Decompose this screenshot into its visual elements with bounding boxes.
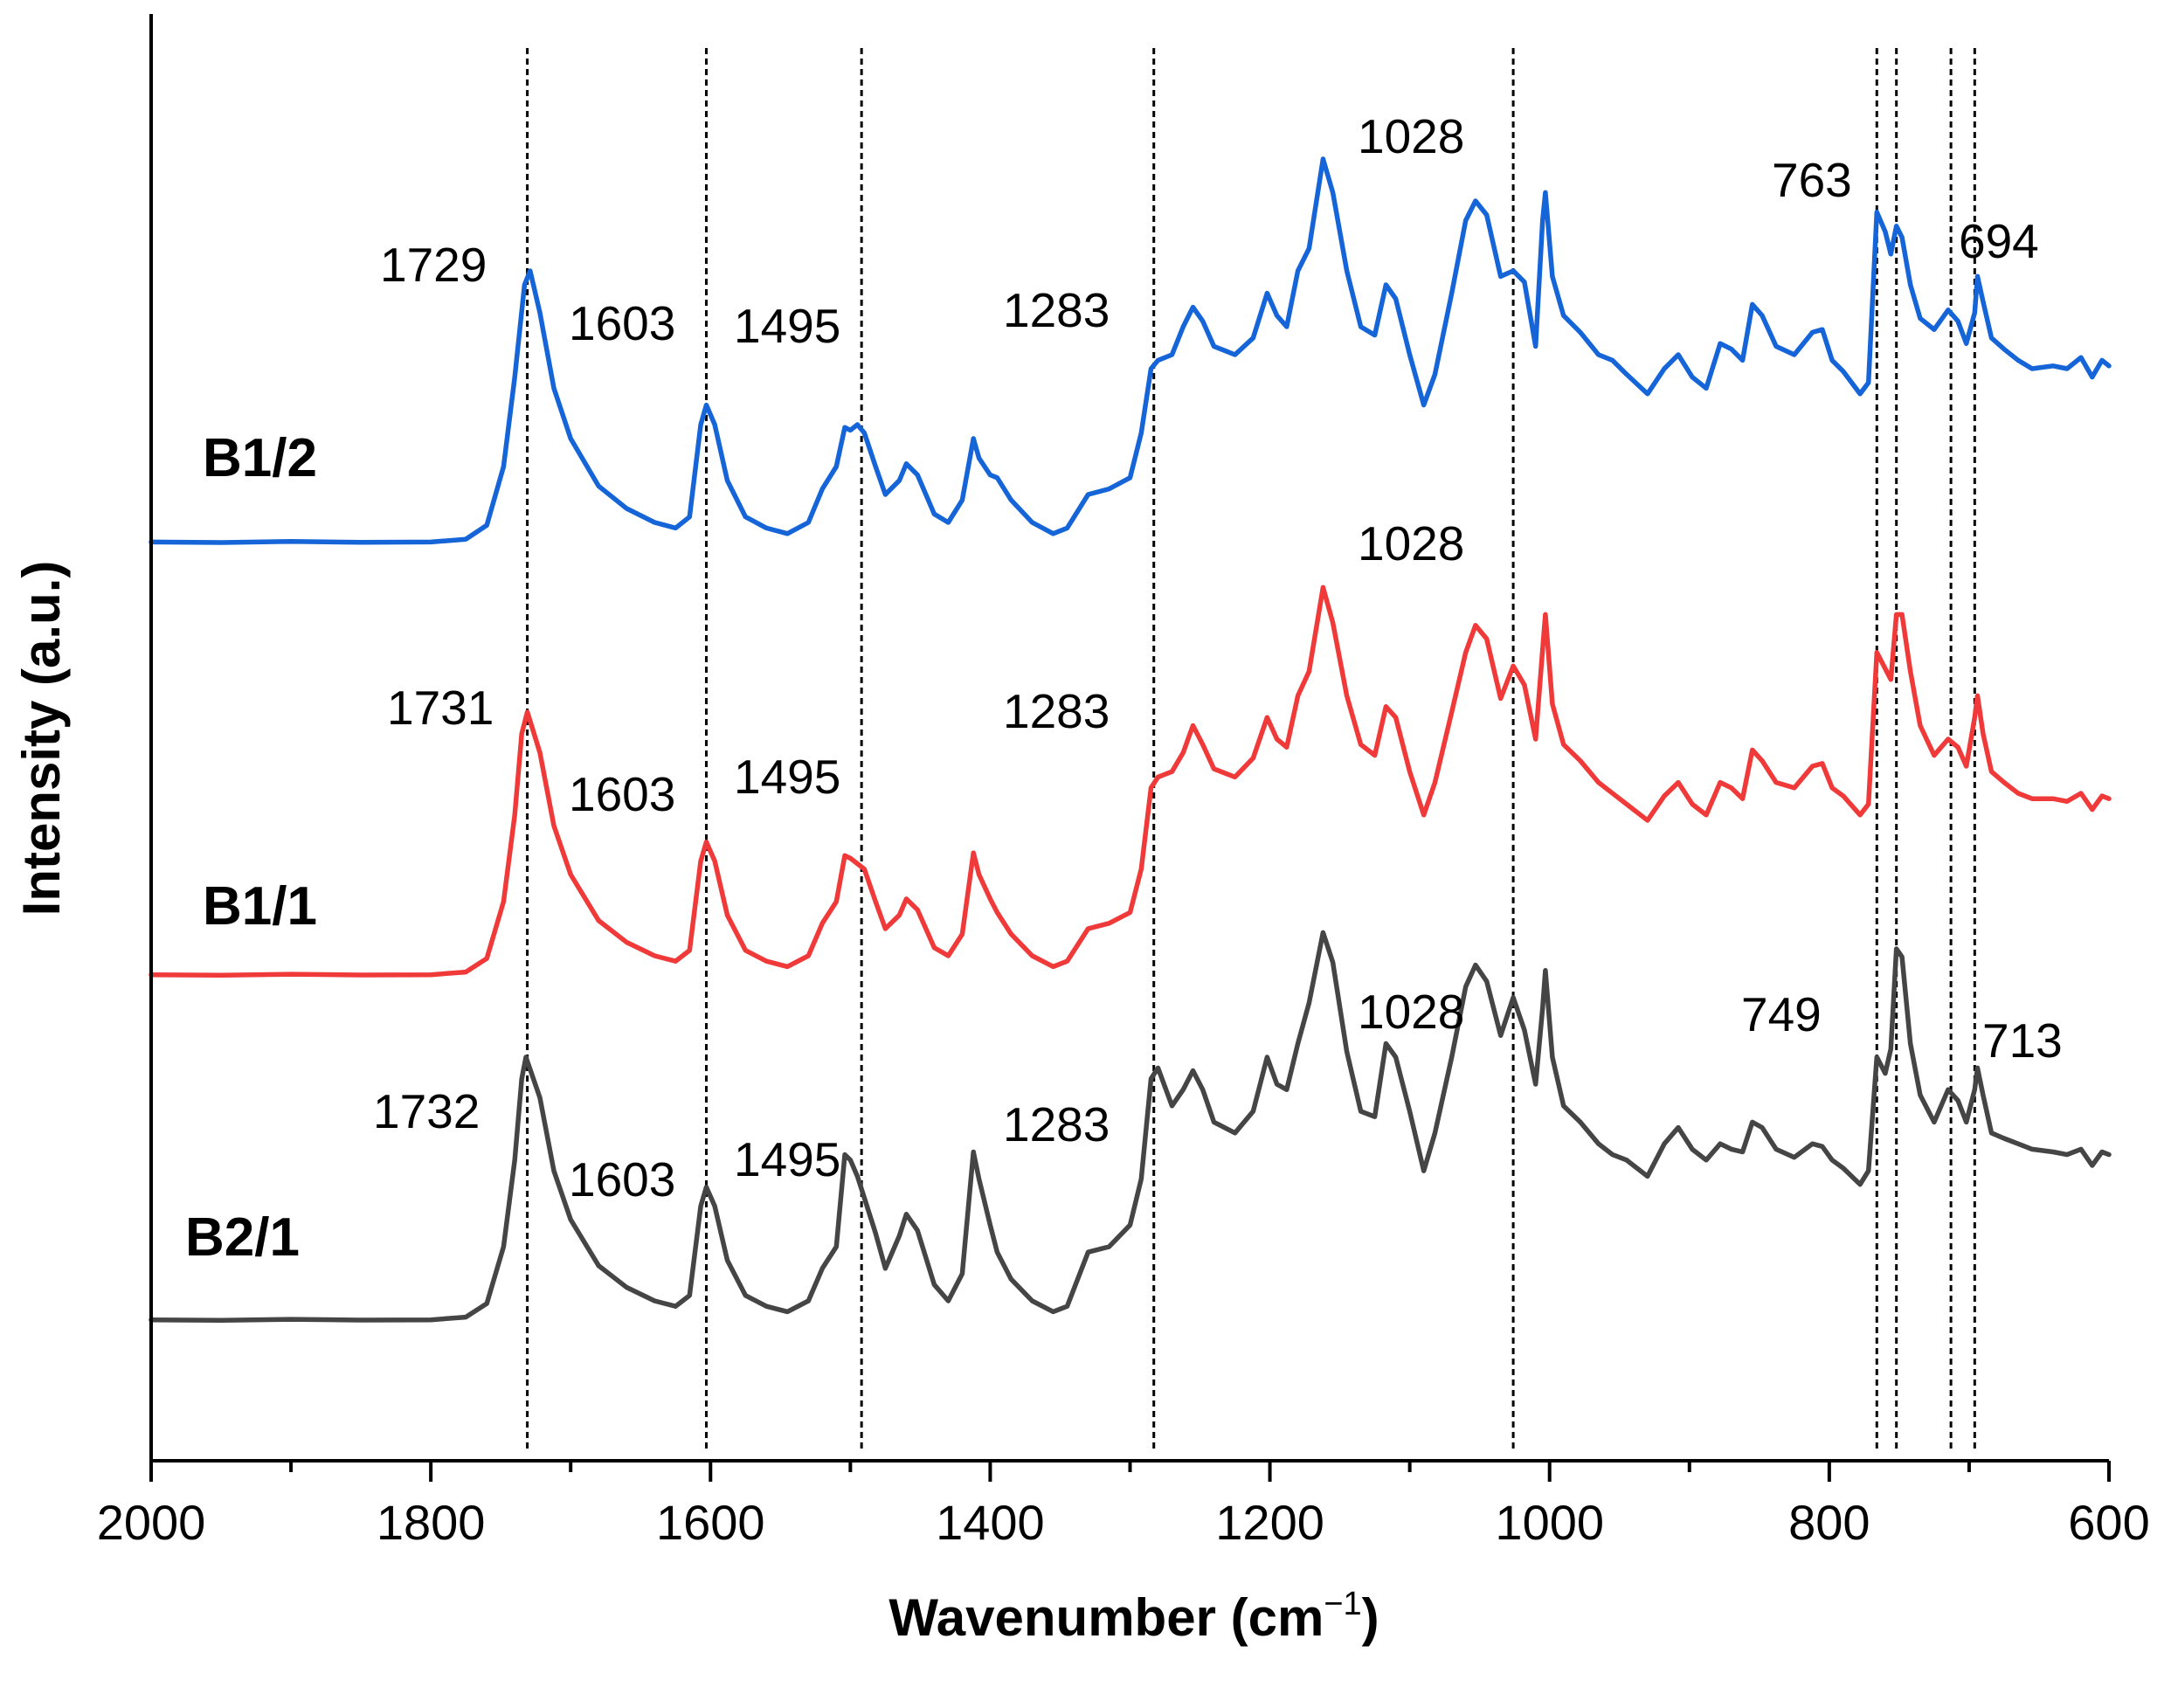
peak-label: 713	[1982, 1013, 2063, 1068]
x-tick-label: 1000	[1495, 1495, 1604, 1550]
x-axis-ticks: 2000 1800 1600 1400 1200 1000 800 600	[97, 1461, 2150, 1550]
peak-label: 1283	[1003, 684, 1110, 738]
peak-label: 1028	[1358, 516, 1464, 570]
peak-label: 1283	[1003, 1097, 1110, 1151]
x-tick-label: 600	[2068, 1495, 2149, 1550]
series-line-b1-2	[149, 156, 2112, 545]
peak-label: 1028	[1358, 985, 1464, 1039]
peak-label: 694	[1959, 214, 2039, 268]
peak-label: 749	[1741, 987, 1822, 1041]
peak-label: 1731	[387, 681, 494, 735]
series-label-b1-2: B1/2	[203, 428, 317, 488]
peak-label: 1028	[1358, 109, 1464, 163]
peak-label: 1603	[569, 1152, 675, 1207]
peak-label: 1495	[734, 299, 840, 353]
x-axis-title: Wavenumber (cm−1)	[888, 1586, 1379, 1647]
series-label-b1-1: B1/1	[203, 876, 317, 937]
x-tick-label: 1800	[377, 1495, 486, 1550]
peak-label: 1603	[569, 296, 675, 350]
x-tick-label: 2000	[97, 1495, 206, 1550]
peak-label: 1729	[380, 238, 487, 292]
peak-label: 1495	[734, 1132, 840, 1186]
x-tick-label: 1600	[656, 1495, 765, 1550]
series-line-b1-1	[149, 584, 2112, 978]
series-line-b2-1	[149, 930, 2112, 1324]
peak-label: 763	[1772, 153, 1852, 207]
x-tick-label: 1400	[936, 1495, 1045, 1550]
x-tick-label: 800	[1788, 1495, 1870, 1550]
peak-label: 1732	[373, 1084, 480, 1138]
peak-label: 1495	[734, 750, 840, 804]
y-axis-title: Intensity (a.u.)	[12, 561, 71, 916]
peak-label: 1603	[569, 767, 675, 821]
x-tick-label: 1200	[1215, 1495, 1324, 1550]
series-label-b2-1: B2/1	[185, 1207, 300, 1268]
series-lines	[149, 156, 2112, 1324]
peak-label: 1283	[1003, 283, 1110, 337]
